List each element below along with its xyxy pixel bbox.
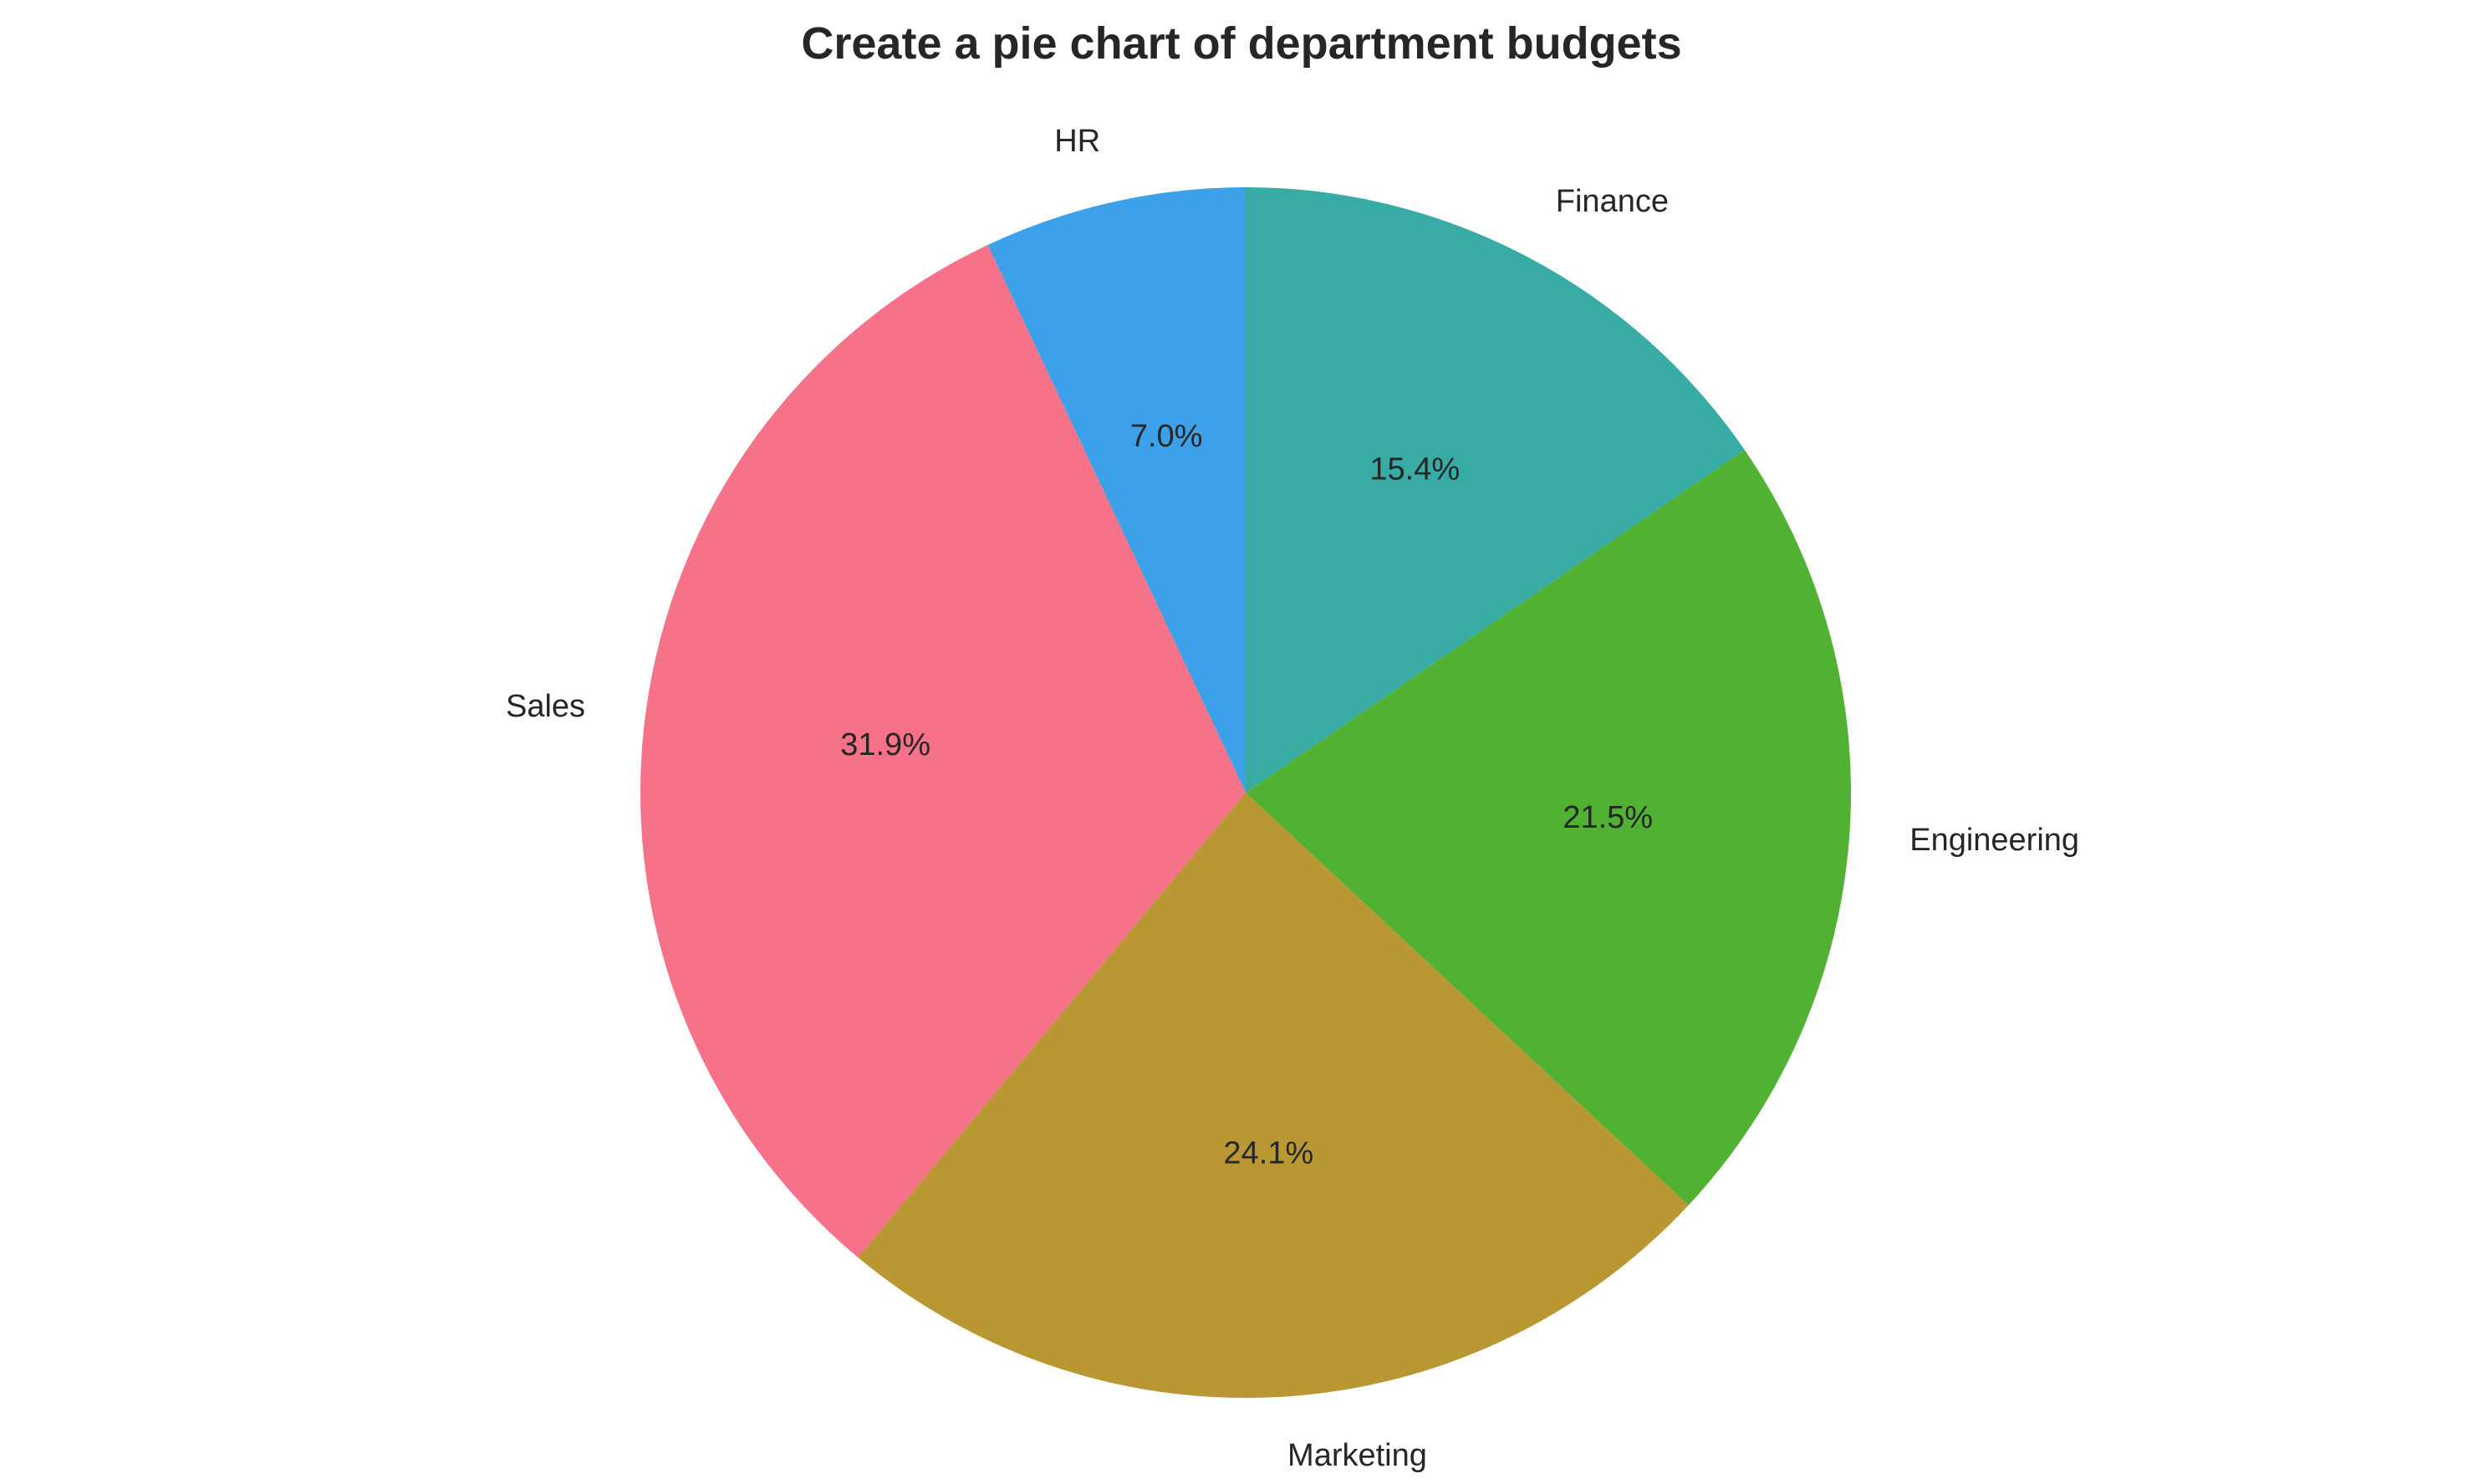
pie-slice-sales (640, 245, 1246, 1258)
slice-percent-engineering: 21.5% (1563, 800, 1653, 835)
pie-slice-finance (1246, 187, 1745, 793)
slice-label-engineering: Engineering (1909, 823, 2079, 858)
slice-percent-finance: 15.4% (1369, 452, 1460, 487)
slice-label-hr: HR (1054, 124, 1100, 159)
pie-slice-marketing (858, 793, 1689, 1399)
pie-slices (640, 187, 1852, 1399)
slice-label-sales: Sales (506, 689, 585, 724)
chart-title: Create a pie chart of department budgets (801, 18, 1681, 69)
slice-percent-sales: 31.9% (840, 727, 930, 762)
slice-percent-marketing: 24.1% (1223, 1136, 1313, 1171)
pie-labels: HR 7.0% Sales 31.9% Marketing 24.1% Engineerin… (506, 124, 2079, 1473)
slice-percent-hr: 7.0% (1130, 419, 1203, 454)
pie-slice-engineering (1246, 449, 1852, 1206)
pie-slice-hr (987, 187, 1246, 793)
slice-label-marketing: Marketing (1287, 1438, 1427, 1473)
slice-label-finance: Finance (1556, 184, 1669, 219)
